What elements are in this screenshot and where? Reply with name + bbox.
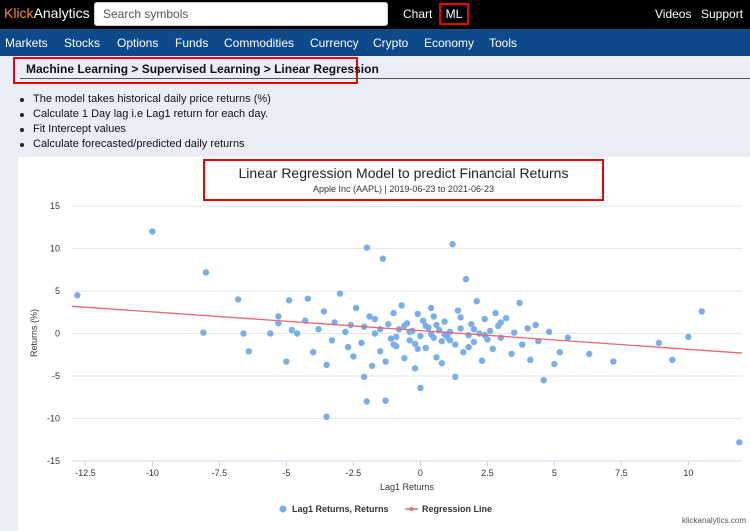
chart-title-highlight: [203, 159, 604, 201]
nav-stocks[interactable]: Stocks: [64, 36, 101, 50]
logo-text: Analytics: [33, 5, 90, 21]
logo-accent: Klick: [4, 5, 34, 21]
list-item: Calculate 1 Day lag i.e Lag1 return for …: [19, 107, 271, 122]
nav-tools[interactable]: Tools: [489, 36, 518, 50]
nav-commodities[interactable]: Commodities: [224, 36, 295, 50]
chart-link[interactable]: Chart: [403, 7, 433, 21]
list-item: Calculate forecasted/predicted daily ret…: [19, 137, 271, 152]
list-item: Fit Intercept values: [19, 122, 271, 137]
chart-subtitle: Apple Inc (AAPL) | 2019-06-23 to 2021-06…: [313, 184, 494, 194]
search-input[interactable]: [95, 3, 387, 25]
nav-currency[interactable]: Currency: [310, 36, 359, 50]
chart-card: klickanalytics.com: [18, 157, 750, 531]
breadcrumb-highlight: [13, 57, 358, 84]
chart-title: Linear Regression Model to predict Finan…: [238, 165, 569, 181]
main-nav: Markets Stocks Options Funds Commodities…: [0, 29, 750, 56]
divider: [20, 78, 750, 79]
support-link[interactable]: Support: [701, 7, 744, 21]
nav-markets[interactable]: Markets: [5, 36, 48, 50]
list-item: The model takes historical daily price r…: [19, 92, 271, 107]
ml-link[interactable]: ML: [439, 3, 469, 25]
videos-link[interactable]: Videos: [655, 7, 692, 21]
nav-economy[interactable]: Economy: [424, 36, 475, 50]
breadcrumb: Machine Learning > Supervised Learning >…: [26, 62, 379, 76]
nav-crypto[interactable]: Crypto: [373, 36, 409, 50]
logo[interactable]: KlickAnalytics: [4, 5, 90, 21]
chart-credit[interactable]: klickanalytics.com: [681, 516, 746, 525]
nav-options[interactable]: Options: [117, 36, 159, 50]
top-bar: KlickAnalytics Chart ML Videos Support: [0, 0, 750, 29]
nav-funds[interactable]: Funds: [175, 36, 209, 50]
description-list: The model takes historical daily price r…: [19, 92, 271, 152]
search-box[interactable]: [94, 2, 388, 26]
